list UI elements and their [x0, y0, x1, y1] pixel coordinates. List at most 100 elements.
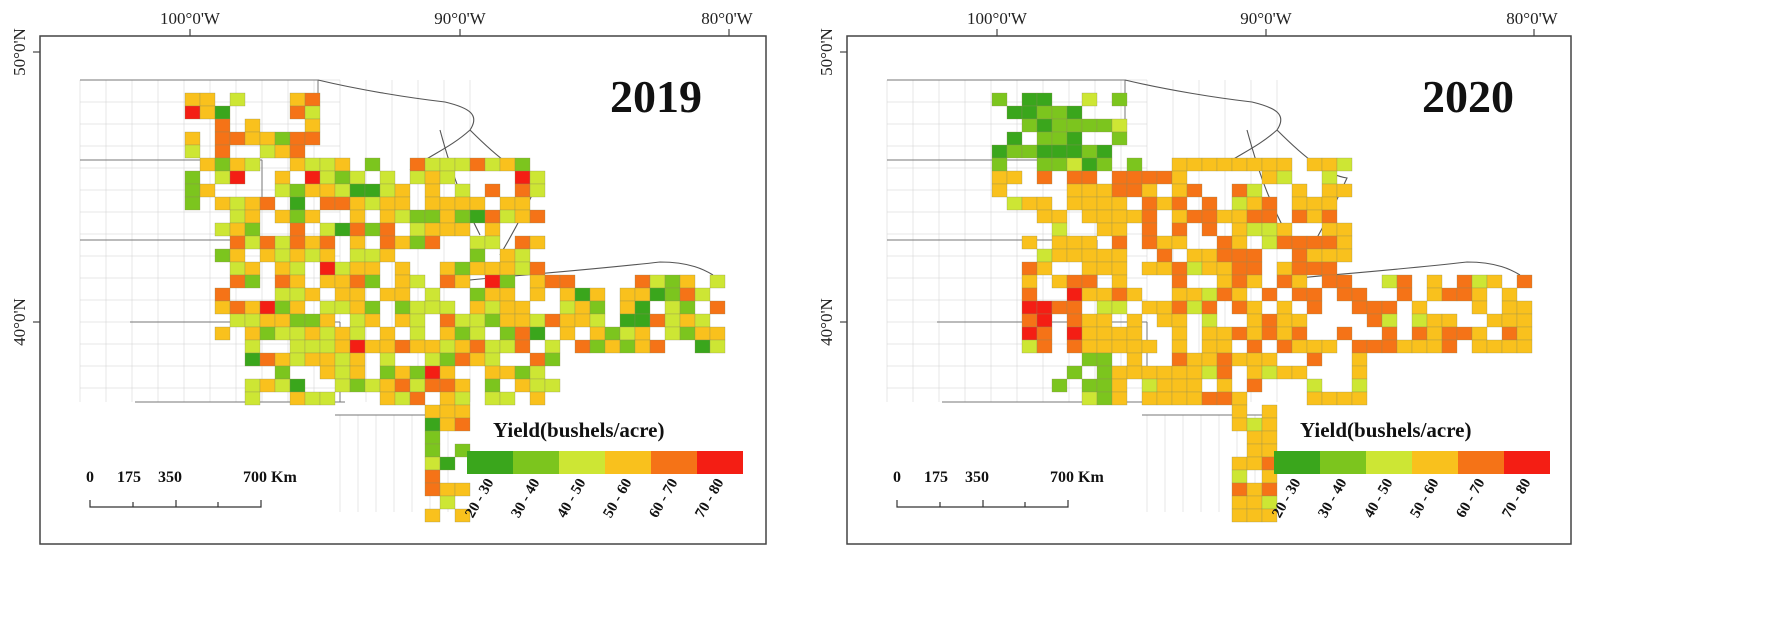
county-cell [304, 248, 321, 263]
county-cell [1261, 430, 1278, 445]
county-cell [469, 313, 486, 328]
county-cell [1501, 313, 1518, 328]
county-cell [379, 365, 396, 380]
county-cell [1306, 157, 1323, 172]
county-cell [1216, 339, 1233, 354]
county-cell [1231, 456, 1248, 471]
county-cell [1126, 170, 1143, 185]
county-cell [1201, 196, 1218, 211]
county-cell [1471, 326, 1488, 341]
county-cell [1216, 326, 1233, 341]
county-cell [1516, 313, 1533, 328]
county-cell [394, 339, 411, 354]
county-cell [379, 326, 396, 341]
county-cell [1276, 261, 1293, 276]
county-cell [1096, 391, 1113, 406]
county-cell [1231, 404, 1248, 419]
county-cell [1306, 378, 1323, 393]
county-cell [1321, 274, 1338, 289]
county-cell [619, 313, 636, 328]
county-cell [1246, 300, 1263, 315]
county-cell [1411, 300, 1428, 315]
county-cell [544, 378, 561, 393]
scale-label-175: 175 [117, 469, 141, 486]
county-cell [1351, 352, 1368, 367]
county-cell [664, 326, 681, 341]
county-cell [1171, 391, 1188, 406]
county-cell [544, 274, 561, 289]
county-cell [1231, 482, 1248, 497]
county-cell [1276, 170, 1293, 185]
county-cell [334, 170, 351, 185]
county-cell [1006, 144, 1023, 159]
legend-swatch [1320, 451, 1366, 474]
county-cell [439, 196, 456, 211]
county-cell [1021, 235, 1038, 250]
county-cell [349, 300, 366, 315]
county-cell [1096, 313, 1113, 328]
county-cell [649, 287, 666, 302]
county-cell [1126, 339, 1143, 354]
county-cell [424, 508, 441, 523]
county-cell [274, 378, 291, 393]
county-cell [244, 261, 261, 276]
county-cell [1111, 391, 1128, 406]
county-cell [1021, 326, 1038, 341]
county-cell [1066, 287, 1083, 302]
county-cell [1051, 274, 1068, 289]
county-cell [1261, 482, 1278, 497]
county-cell [349, 209, 366, 224]
county-cell [1201, 313, 1218, 328]
county-cell [1186, 300, 1203, 315]
county-cell [1306, 261, 1323, 276]
county-cell [259, 196, 276, 211]
county-cell [469, 209, 486, 224]
county-cell [1411, 339, 1428, 354]
county-cell [289, 300, 306, 315]
county-cell [424, 183, 441, 198]
yield-counties [184, 92, 726, 523]
county-cell [184, 183, 201, 198]
county-cell [484, 365, 501, 380]
county-cell [1216, 261, 1233, 276]
county-cell [409, 222, 426, 237]
map-panel-2020: 100°0'W 90°0'W 80°0'W 50°0'N 40°0'N 2020… [817, 9, 1572, 545]
county-cell [514, 326, 531, 341]
county-cell [1036, 144, 1053, 159]
county-cell [424, 430, 441, 445]
county-cell [991, 183, 1008, 198]
county-cell [1246, 365, 1263, 380]
county-cell [439, 339, 456, 354]
county-cell [1246, 261, 1263, 276]
county-cell [244, 118, 261, 133]
county-cell [1216, 235, 1233, 250]
county-cell [1111, 170, 1128, 185]
county-cell [334, 287, 351, 302]
county-cell [1081, 352, 1098, 367]
county-cell [304, 287, 321, 302]
county-cell [1096, 365, 1113, 380]
county-cell [1261, 235, 1278, 250]
county-cell [364, 313, 381, 328]
legend-swatch [467, 451, 513, 474]
county-cell [1441, 313, 1458, 328]
county-cell [529, 209, 546, 224]
county-cell [304, 131, 321, 146]
county-cell [1066, 326, 1083, 341]
county-cell [1096, 378, 1113, 393]
county-cell [274, 287, 291, 302]
county-cell [529, 274, 546, 289]
county-cell [484, 209, 501, 224]
county-cell [409, 300, 426, 315]
year-label: 2019 [610, 71, 702, 122]
county-cell [1291, 209, 1308, 224]
county-cell [1246, 222, 1263, 237]
county-cell [529, 313, 546, 328]
county-cell [1291, 261, 1308, 276]
county-cell [394, 287, 411, 302]
county-cell [1231, 391, 1248, 406]
county-cell [1321, 183, 1338, 198]
county-cell [259, 352, 276, 367]
county-cell [1516, 339, 1533, 354]
county-cell [454, 339, 471, 354]
